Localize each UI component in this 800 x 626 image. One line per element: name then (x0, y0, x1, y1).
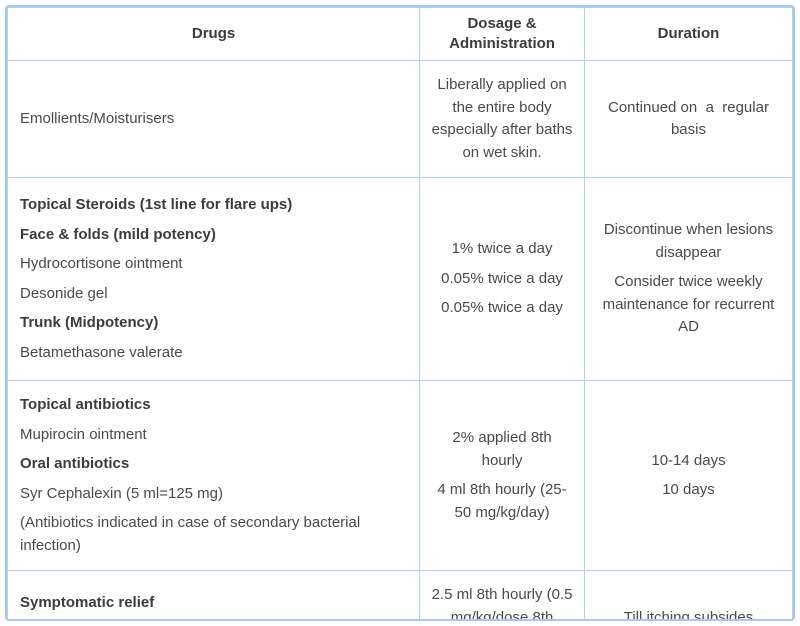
dosage-cell: 2% applied 8th hourly 4 ml 8th hourly (25… (419, 380, 585, 571)
duration-cell: Continued on a regular basis (583, 60, 793, 178)
drug-line: Hydrocortisone ointment (20, 255, 183, 272)
dosage-line: 2.5 ml 8th hourly (0.5 mg/kg/dose 8th ho… (431, 586, 573, 621)
duration-line: Continued on a regular basis (608, 98, 774, 139)
dosage-line: 1% twice a day (451, 240, 553, 258)
column-header-dosage-administration: Dosage & Administration (419, 7, 585, 61)
drug-line: Emollients/Moisturisers (20, 109, 175, 127)
duration-line: 10-14 days (651, 451, 726, 469)
dosage-cell: 1% twice a day 0.05% twice a day 0.05% twi… (419, 177, 585, 381)
duration-cell: Discontinue when lesions disappear Consid… (583, 177, 793, 381)
dosage-line: Liberally applied on the entire body esp… (431, 76, 577, 161)
column-header-drugs: Drugs (7, 7, 421, 61)
drug-line: Syr Cephalexin (5 ml=125 mg) (20, 484, 224, 502)
drug-line: Mupirocin ointment (20, 425, 147, 443)
drugs-cell: Emollients/Moisturisers (7, 60, 421, 178)
table-row: Emollients/Moisturisers Liberally applied… (7, 60, 793, 178)
drug-line: (Antibiotics indicated in case of second… (20, 514, 365, 554)
medication-table-container: Drugs Dosage & Administration Duration E… (5, 5, 795, 621)
dosage-line: 4 ml 8th hourly (25-50 mg/kg/day) (437, 481, 567, 521)
duration-line: 10 days (662, 481, 715, 498)
drug-line: Topical Steroids (1st line for flare ups… (20, 196, 293, 213)
table-row: Symptomatic reliefSyr . Hydroxyzine (5 m… (7, 570, 793, 621)
drug-line: Face & folds (mild potency) (20, 225, 216, 243)
column-header-duration: Duration (583, 7, 793, 61)
duration-line: Consider twice weekly maintenance for re… (602, 273, 778, 336)
dosage-line: 0.05% twice a day (441, 269, 563, 287)
table-body: Emollients/Moisturisers Liberally applied… (7, 60, 793, 621)
drug-line: Trunk (Midpotency) (20, 314, 159, 331)
drugs-cell: Symptomatic reliefSyr . Hydroxyzine (5 m… (7, 570, 421, 619)
drug-line: Symptomatic relief (20, 593, 155, 611)
header-row: Drugs Dosage & Administration Duration (7, 7, 793, 61)
table-row: Topical Steroids (1st line for flare ups… (7, 177, 793, 381)
drugs-cell: Topical antibiotics Mupirocin ointment Ora… (7, 380, 421, 571)
drug-line: Betamethasone valerate (20, 343, 183, 361)
dosage-cell: 2.5 ml 8th hourly (0.5 mg/kg/dose 8th ho… (419, 570, 585, 621)
dosage-line: 2% applied 8th hourly (452, 429, 556, 469)
dosage-line: 0.05% twice a day (441, 299, 563, 317)
duration-cell: 10-14 days 10 days (583, 380, 793, 571)
drug-line: Oral antibiotics (20, 455, 130, 472)
duration-cell: Till itching subsides (583, 570, 793, 621)
drug-line: Desonide gel (20, 284, 108, 302)
dosage-cell: Liberally applied on the entire body esp… (419, 60, 585, 178)
drug-line: Topical antibiotics (20, 396, 151, 413)
drugs-cell: Topical Steroids (1st line for flare ups… (7, 177, 421, 381)
duration-line: Discontinue when lesions disappear (603, 221, 778, 261)
table-row: Topical antibiotics Mupirocin ointment Ora… (7, 380, 793, 571)
duration-line: Till itching subsides (623, 608, 754, 621)
medication-table: Drugs Dosage & Administration Duration E… (7, 7, 793, 621)
table-header: Drugs Dosage & Administration Duration (7, 7, 793, 61)
